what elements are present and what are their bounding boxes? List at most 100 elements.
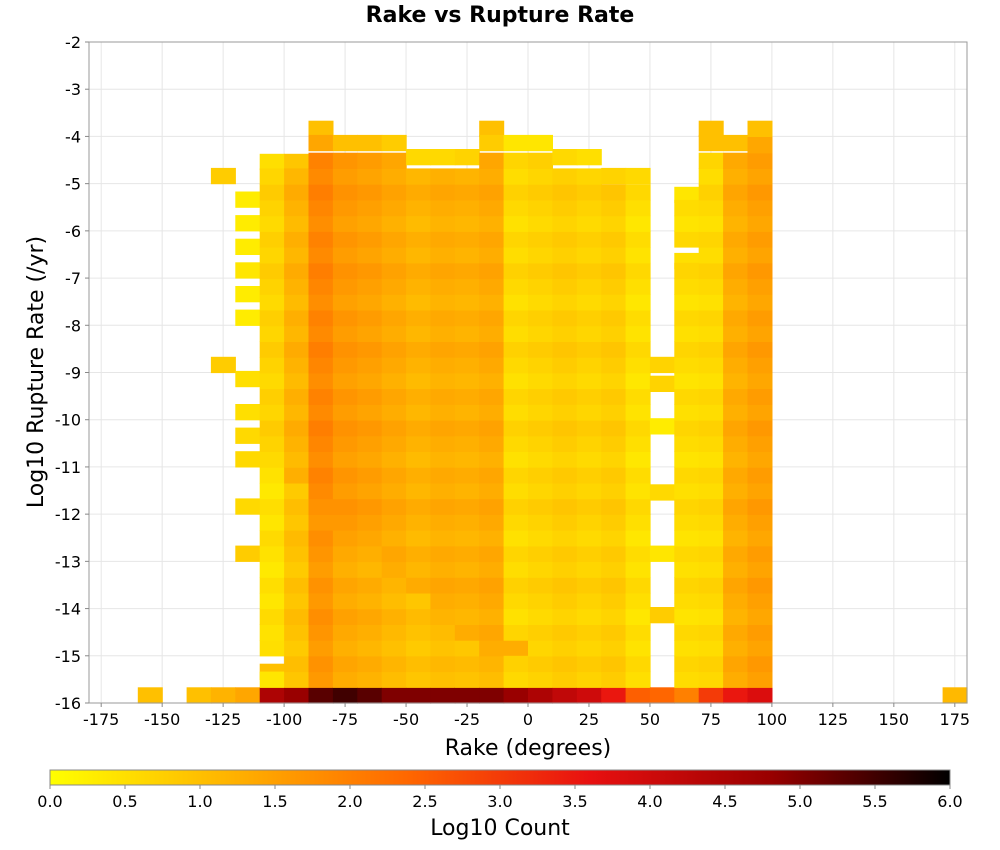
heatmap-cell-272 <box>430 640 456 657</box>
heatmap-cell-691 <box>723 247 749 264</box>
heatmap-cell-102 <box>308 498 334 515</box>
heatmap-cell-196 <box>357 152 383 169</box>
heatmap-cell-565 <box>625 482 651 500</box>
heatmap-cell-597 <box>674 640 700 657</box>
heatmap-cell-266 <box>406 184 432 201</box>
heatmap-cell-509 <box>576 278 602 295</box>
colorbar-tick-label-11: 5.5 <box>862 792 887 811</box>
heatmap-cell-461 <box>552 482 578 500</box>
heatmap-cell-531 <box>601 482 627 500</box>
heatmap-cell-628 <box>698 671 724 688</box>
heatmap-cell-380 <box>503 624 529 641</box>
heatmap-cell-401 <box>503 294 529 311</box>
heatmap-cell-254 <box>406 372 432 390</box>
heatmap-cell-382 <box>503 592 529 610</box>
heatmap-cell-520 <box>601 655 627 673</box>
heatmap-cell-350 <box>479 530 505 547</box>
heatmap-cell-518 <box>601 167 627 185</box>
heatmap-cell-458 <box>552 530 578 547</box>
heatmap-cell-727 <box>747 247 773 264</box>
heatmap-cell-269 <box>430 149 456 166</box>
heatmap-cell-319 <box>454 451 480 468</box>
heatmap-cell-704 <box>747 608 773 625</box>
heatmap-cell-149 <box>332 325 358 342</box>
heatmap-cell-80 <box>284 278 310 295</box>
heatmap-cell-248 <box>406 467 432 484</box>
heatmap-cell-566 <box>625 467 651 484</box>
heatmap-cell-301 <box>430 184 456 201</box>
heatmap-cell-714 <box>747 451 773 468</box>
heatmap-cell-29 <box>259 530 285 547</box>
heatmap-cell-636 <box>698 545 724 563</box>
heatmap-cell-41 <box>259 341 285 358</box>
heatmap-cell-668 <box>723 608 749 625</box>
heatmap-cell-449 <box>552 671 578 688</box>
heatmap-cell-378 <box>503 671 529 688</box>
colorbar-tick-label-0: 0.0 <box>37 792 62 811</box>
heatmap-cell-376 <box>503 134 529 152</box>
heatmap-cell-51 <box>259 184 285 201</box>
heatmap-cell-575 <box>625 325 651 342</box>
heatmap-cell-653 <box>698 278 724 295</box>
heatmap-cell-340 <box>479 134 505 152</box>
heatmap-cell-710 <box>747 514 773 531</box>
heatmap-cell-334 <box>454 215 480 232</box>
heatmap-cell-592 <box>674 687 700 704</box>
heatmap-cell-584 <box>625 184 651 201</box>
heatmap-cell-247 <box>406 482 432 500</box>
x-tick-label-8: 25 <box>579 710 599 729</box>
heatmap-cell-442 <box>528 215 553 232</box>
heatmap-cell-467 <box>552 388 578 405</box>
heatmap-cell-289 <box>430 372 456 390</box>
heatmap-cell-282 <box>430 482 456 500</box>
heatmap-cell-666 <box>723 640 749 657</box>
heatmap-cell-246 <box>406 498 432 515</box>
heatmap-cell-529 <box>601 514 627 531</box>
heatmap-cell-504 <box>576 357 602 374</box>
heatmap-cell-148 <box>332 341 358 358</box>
heatmap-cell-159 <box>332 168 358 185</box>
heatmap-cell-280 <box>430 514 456 531</box>
heatmap-cell-146 <box>332 372 358 390</box>
heatmap-cell-717 <box>747 404 773 421</box>
heatmap-cell-637 <box>698 530 724 547</box>
heatmap-cell-200 <box>381 655 407 673</box>
heatmap-cell-368 <box>479 247 505 264</box>
heatmap-cell-496 <box>576 482 602 500</box>
heatmap-cell-262 <box>406 247 432 264</box>
heatmap-cell-513 <box>576 215 602 232</box>
heatmap-cell-721 <box>747 341 773 358</box>
heatmap-cell-373 <box>479 168 505 185</box>
heatmap-cell-231 <box>381 168 407 185</box>
heatmap-cell-617 <box>674 325 700 342</box>
heatmap-cell-646 <box>698 388 724 405</box>
heatmap-cell-293 <box>430 309 456 327</box>
heatmap-cell-641 <box>698 467 724 484</box>
y-tick-label-1: -3 <box>65 80 81 99</box>
heatmap-cell-321 <box>454 420 480 437</box>
heatmap-cell-345 <box>479 608 505 625</box>
heatmap-cell-0 <box>137 687 163 704</box>
heatmap-cell-38 <box>259 388 285 405</box>
heatmap-cell-357 <box>479 420 505 437</box>
heatmap-cell-249 <box>406 451 432 468</box>
heatmap-cell-332 <box>454 247 480 264</box>
heatmap-cell-95 <box>308 608 334 625</box>
heatmap-cell-410 <box>503 152 529 169</box>
y-tick-label-11: -13 <box>55 552 81 571</box>
heatmap-cell-656 <box>698 231 724 248</box>
heatmap-cell-568 <box>625 435 651 452</box>
heatmap-cell-563 <box>625 514 651 531</box>
heatmap-cell-477 <box>552 231 578 248</box>
heatmap-cell-136 <box>332 530 358 547</box>
x-axis-label: Rake (degrees) <box>445 736 612 761</box>
heatmap-cell-311 <box>454 577 480 594</box>
heatmap-cell-664 <box>723 671 749 688</box>
heatmap-cell-154 <box>332 247 358 264</box>
heatmap-cell-232 <box>381 152 407 169</box>
heatmap-cell-185 <box>357 325 383 342</box>
heatmap-cell-222 <box>381 309 407 327</box>
heatmap-cell-407 <box>503 199 529 217</box>
heatmap-cell-327 <box>454 325 480 342</box>
heatmap-cell-645 <box>698 404 724 421</box>
